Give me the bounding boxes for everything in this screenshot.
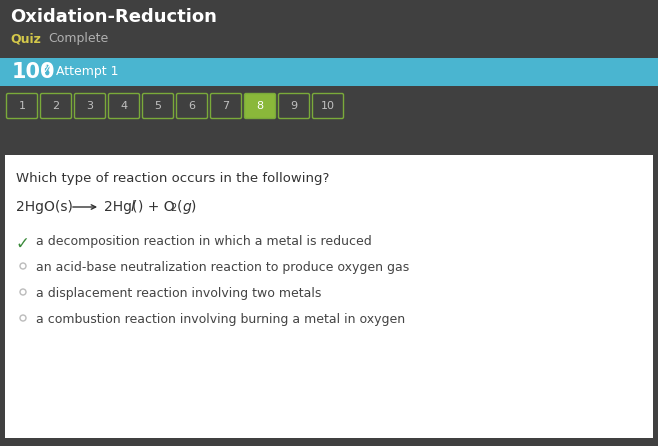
Text: 2HgO(s): 2HgO(s) bbox=[16, 200, 73, 214]
Text: 7: 7 bbox=[222, 101, 230, 111]
Text: 5: 5 bbox=[155, 101, 161, 111]
Text: an acid-base neutralization reaction to produce oxygen gas: an acid-base neutralization reaction to … bbox=[36, 261, 409, 274]
Text: 100: 100 bbox=[12, 62, 55, 82]
Text: ): ) bbox=[191, 200, 196, 214]
FancyBboxPatch shape bbox=[41, 94, 72, 119]
FancyBboxPatch shape bbox=[0, 90, 658, 122]
FancyBboxPatch shape bbox=[211, 94, 241, 119]
Text: Which type of reaction occurs in the following?: Which type of reaction occurs in the fol… bbox=[16, 172, 330, 185]
FancyBboxPatch shape bbox=[0, 58, 658, 86]
Text: Complete: Complete bbox=[48, 32, 109, 45]
FancyBboxPatch shape bbox=[143, 94, 174, 119]
Text: 3: 3 bbox=[86, 101, 93, 111]
Text: l: l bbox=[131, 200, 135, 214]
FancyBboxPatch shape bbox=[109, 94, 139, 119]
FancyBboxPatch shape bbox=[74, 94, 105, 119]
Text: 10: 10 bbox=[321, 101, 335, 111]
Text: Attempt 1: Attempt 1 bbox=[56, 66, 118, 78]
FancyBboxPatch shape bbox=[7, 94, 38, 119]
FancyBboxPatch shape bbox=[278, 94, 309, 119]
Text: 9: 9 bbox=[290, 101, 297, 111]
Text: ✓: ✓ bbox=[16, 235, 30, 253]
Text: 6: 6 bbox=[188, 101, 195, 111]
FancyBboxPatch shape bbox=[176, 94, 207, 119]
Text: 2: 2 bbox=[53, 101, 60, 111]
Text: Oxidation-Reduction: Oxidation-Reduction bbox=[10, 8, 217, 26]
Text: a decomposition reaction in which a metal is reduced: a decomposition reaction in which a meta… bbox=[36, 235, 372, 248]
Text: 1: 1 bbox=[18, 101, 26, 111]
Text: a displacement reaction involving two metals: a displacement reaction involving two me… bbox=[36, 287, 321, 300]
FancyBboxPatch shape bbox=[245, 94, 276, 119]
FancyBboxPatch shape bbox=[313, 94, 343, 119]
Text: 4: 4 bbox=[120, 101, 128, 111]
Text: a combustion reaction involving burning a metal in oxygen: a combustion reaction involving burning … bbox=[36, 313, 405, 326]
Text: (: ( bbox=[177, 200, 182, 214]
Text: g: g bbox=[183, 200, 191, 214]
Text: ) + O: ) + O bbox=[138, 200, 174, 214]
FancyBboxPatch shape bbox=[0, 0, 658, 155]
Text: 8: 8 bbox=[257, 101, 264, 111]
Text: 2: 2 bbox=[170, 203, 176, 213]
Text: Quiz: Quiz bbox=[10, 32, 41, 45]
Text: %: % bbox=[42, 64, 53, 74]
Text: 2Hg(: 2Hg( bbox=[104, 200, 138, 214]
FancyBboxPatch shape bbox=[5, 155, 653, 438]
